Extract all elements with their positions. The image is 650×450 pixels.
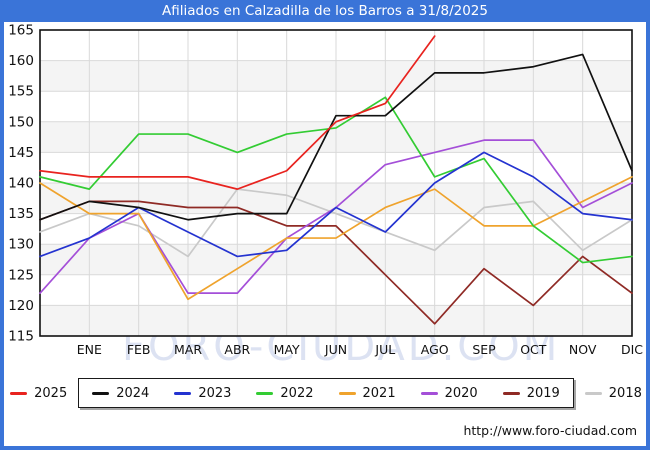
legend-label: 2022 — [280, 385, 314, 401]
y-axis-label: 135 — [8, 206, 34, 222]
title-bar: Afiliados en Calzadilla de los Barros a … — [0, 0, 650, 22]
x-axis-label: OCT — [520, 342, 547, 357]
y-axis-label: 145 — [8, 145, 34, 161]
y-axis-label: 160 — [8, 53, 34, 69]
series-line-2025 — [39, 35, 436, 190]
x-axis-label: JUN — [324, 342, 347, 357]
legend-item-2018: 2018 — [584, 385, 642, 401]
legend-label: 2020 — [444, 385, 478, 401]
series-line-2019 — [39, 200, 633, 325]
legend-label: 2021 — [362, 385, 396, 401]
y-axis-label: 165 — [8, 23, 34, 39]
legend-swatch — [10, 391, 28, 395]
legend-swatch — [92, 391, 110, 395]
legend-item-2021: 2021 — [338, 385, 396, 401]
series-line-2022 — [39, 96, 633, 264]
y-axis-label: 125 — [8, 267, 34, 283]
x-axis-label: ENE — [77, 342, 102, 357]
x-axis-label: FEB — [127, 342, 151, 357]
x-axis-label: NOV — [569, 342, 597, 357]
legend-label: 2023 — [198, 385, 232, 401]
x-axis-label: ABR — [224, 342, 250, 357]
legend-swatch — [420, 391, 438, 395]
x-axis-label: AGO — [421, 342, 449, 357]
legend-label: 2025 — [34, 385, 68, 401]
y-axis-label: 155 — [8, 84, 34, 100]
legend-swatch — [256, 391, 274, 395]
x-axis-label: MAY — [274, 342, 300, 357]
legend-item-2022: 2022 — [256, 385, 314, 401]
legend-label: 2024 — [116, 385, 150, 401]
legend-item-2025: 2025 — [10, 386, 67, 401]
footer-url[interactable]: http://www.foro-ciudad.com — [463, 423, 637, 438]
x-axis-label: MAR — [174, 342, 202, 357]
legend: 2025 2024 2023 2022 2021 2020 2019 2018 — [10, 378, 642, 408]
legend-label: 2019 — [526, 385, 560, 401]
y-axis-label: 150 — [8, 114, 34, 130]
y-axis-label: 115 — [8, 329, 34, 345]
series-line-2018 — [39, 188, 633, 258]
y-axis-label: 140 — [8, 176, 34, 192]
series-line-2024 — [39, 53, 633, 221]
legend-item-2019: 2019 — [502, 385, 560, 401]
legend-swatch — [584, 391, 602, 395]
page-title: Afiliados en Calzadilla de los Barros a … — [162, 3, 488, 19]
legend-label: 2018 — [608, 385, 642, 401]
y-axis-label: 130 — [8, 237, 34, 253]
legend-swatch — [174, 391, 192, 395]
legend-item-2024: 2024 — [92, 386, 149, 401]
y-axis-label: 120 — [8, 298, 34, 314]
legend-swatch — [502, 391, 520, 395]
x-axis-label: SEP — [472, 342, 496, 357]
x-axis-label: JUL — [374, 342, 395, 357]
x-axis-label: DIC — [621, 342, 643, 357]
legend-item-2020: 2020 — [420, 385, 478, 401]
legend-swatch — [338, 391, 356, 395]
legend-item-2023: 2023 — [174, 386, 231, 401]
